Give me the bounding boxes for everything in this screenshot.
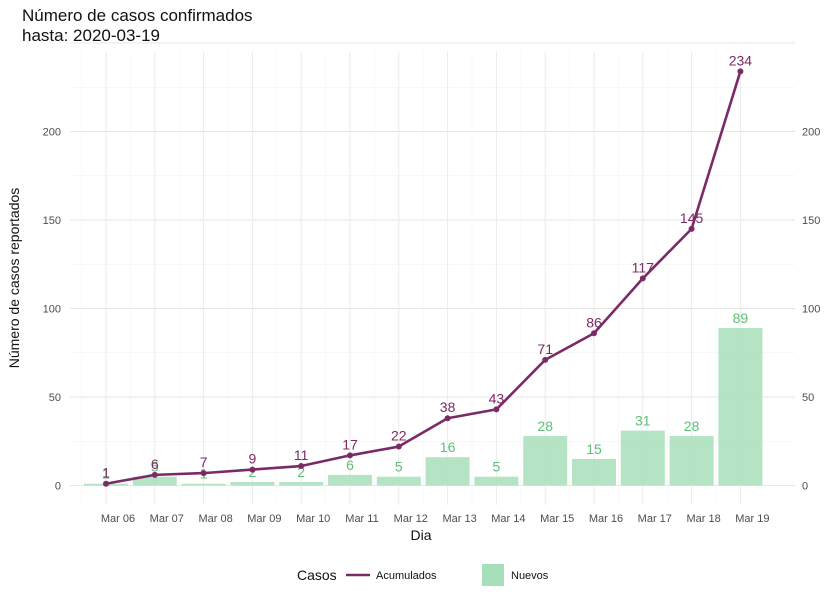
x-tick-label: Mar 09 — [247, 513, 281, 525]
bar-nuevos — [572, 458, 616, 486]
x-tick-label: Mar 16 — [589, 513, 623, 525]
point-label-acumulados: 145 — [680, 210, 704, 226]
point-label-acumulados: 43 — [489, 390, 505, 406]
y-axis-title: Número de casos reportados — [6, 188, 22, 369]
x-tick-label: Mar 11 — [345, 513, 378, 525]
bar-nuevos — [376, 476, 421, 486]
bar-label-nuevos: 5 — [493, 459, 501, 475]
bar-nuevos — [669, 435, 714, 486]
y-tick-label-left: 200 — [43, 127, 61, 139]
y-tick-label-left: 150 — [43, 215, 61, 227]
x-axis-title: Dia — [410, 527, 431, 543]
bar-label-nuevos: 5 — [395, 459, 403, 475]
point-acumulados — [737, 68, 744, 75]
point-acumulados — [591, 330, 597, 337]
legend-label-acumulados: Acumulados — [376, 570, 437, 582]
x-tick-label: Mar 15 — [540, 513, 574, 525]
point-acumulados — [444, 415, 451, 422]
point-label-acumulados: 11 — [294, 447, 309, 463]
point-label-acumulados: 38 — [440, 399, 456, 415]
chart-title: Número de casos confirmados hasta: 2020-… — [22, 6, 253, 46]
point-label-acumulados: 234 — [729, 52, 753, 68]
point-label-acumulados: 6 — [151, 456, 159, 472]
point-acumulados — [493, 406, 500, 413]
title-line-1: Número de casos confirmados — [22, 6, 253, 25]
x-tick-label: Mar 12 — [394, 513, 428, 525]
x-tick-label: Mar 13 — [442, 513, 476, 525]
bar-nuevos — [523, 435, 568, 486]
legend-key-nuevos — [482, 564, 504, 586]
bar-label-nuevos: 28 — [537, 418, 553, 434]
point-acumulados — [688, 225, 695, 232]
point-acumulados — [639, 275, 646, 282]
bar-nuevos — [328, 474, 372, 486]
point-label-acumulados: 117 — [632, 259, 655, 275]
y-tick-label-left: 0 — [55, 481, 61, 493]
point-label-acumulados: 1 — [102, 465, 110, 481]
title-line-2: hasta: 2020-03-19 — [22, 26, 160, 45]
point-label-acumulados: 22 — [391, 428, 407, 444]
x-tick-label: Mar 07 — [150, 513, 184, 525]
legend-title: Casos — [297, 567, 337, 583]
bar-nuevos — [620, 430, 665, 486]
bar-nuevos — [132, 476, 177, 486]
point-acumulados — [298, 463, 305, 470]
x-tick-label: Mar 19 — [735, 513, 769, 525]
bar-nuevos — [230, 481, 275, 486]
point-acumulados — [395, 443, 402, 450]
bar-nuevos — [181, 483, 226, 486]
y-tick-label-right: 0 — [802, 481, 808, 493]
y-tick-label-right: 150 — [802, 215, 820, 227]
x-tick-label: Mar 06 — [101, 513, 135, 525]
point-acumulados — [249, 466, 256, 473]
x-tick-label: Mar 08 — [198, 513, 232, 525]
x-tick-label: Mar 10 — [296, 513, 330, 525]
x-tick-label: Mar 17 — [638, 513, 672, 525]
bar-nuevos — [718, 327, 763, 486]
bar-label-nuevos: 2 — [297, 464, 305, 480]
point-label-acumulados: 7 — [200, 454, 208, 470]
point-label-acumulados: 86 — [586, 314, 602, 330]
point-label-acumulados: 17 — [342, 436, 358, 452]
bar-nuevos — [425, 457, 470, 486]
bar-label-nuevos: 6 — [346, 457, 354, 473]
bar-label-nuevos: 15 — [586, 441, 602, 457]
legend-label-nuevos: Nuevos — [511, 570, 549, 582]
bar-label-nuevos: 31 — [635, 413, 651, 429]
point-acumulados — [103, 480, 109, 487]
bar-nuevos — [474, 476, 519, 486]
y-tick-label-right: 100 — [802, 304, 820, 316]
y-tick-label-left: 100 — [43, 304, 61, 316]
line-acumulados — [105, 70, 742, 486]
bar-label-nuevos: 28 — [684, 418, 700, 434]
point-acumulados — [200, 470, 207, 477]
point-acumulados — [347, 452, 353, 459]
point-label-acumulados: 9 — [249, 451, 257, 467]
bar-label-nuevos: 16 — [440, 439, 456, 455]
point-acumulados — [151, 471, 158, 478]
y-tick-label-right: 50 — [802, 392, 814, 404]
bar-label-nuevos: 1 — [102, 466, 110, 482]
bar-nuevos — [279, 481, 324, 486]
bar-label-nuevos: 89 — [733, 310, 749, 326]
x-tick-label: Mar 14 — [491, 513, 525, 525]
y-tick-label-left: 50 — [49, 392, 61, 404]
x-tick-label: Mar 18 — [686, 513, 720, 525]
y-tick-label-right: 200 — [802, 127, 820, 139]
bar-label-nuevos: 5 — [151, 459, 159, 475]
point-acumulados — [542, 356, 549, 363]
point-label-acumulados: 71 — [537, 341, 553, 357]
